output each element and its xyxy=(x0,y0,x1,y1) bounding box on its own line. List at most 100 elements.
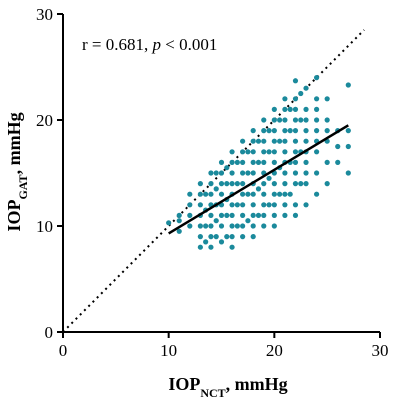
point xyxy=(240,212,246,218)
point xyxy=(277,117,283,123)
point xyxy=(314,128,320,134)
point xyxy=(314,170,320,176)
point xyxy=(187,202,193,208)
x-tick-label: 30 xyxy=(372,341,389,360)
point xyxy=(261,128,267,134)
point xyxy=(197,223,203,229)
point xyxy=(197,244,203,250)
point xyxy=(314,117,320,123)
point xyxy=(261,202,267,208)
point xyxy=(187,191,193,197)
point xyxy=(303,128,309,134)
point xyxy=(266,202,272,208)
point xyxy=(203,223,209,229)
point xyxy=(303,117,309,123)
point xyxy=(218,170,225,176)
point xyxy=(245,218,251,224)
point xyxy=(240,170,246,176)
point xyxy=(261,149,267,155)
point xyxy=(234,223,240,229)
point xyxy=(187,223,193,229)
point xyxy=(240,223,246,229)
x-tick-label: 0 xyxy=(59,341,68,360)
point xyxy=(176,212,182,218)
y-tick-label: 30 xyxy=(36,5,53,24)
point xyxy=(176,228,182,234)
point xyxy=(292,181,299,187)
point xyxy=(271,159,277,165)
point xyxy=(261,191,267,197)
x-tick-label: 10 xyxy=(160,341,177,360)
point xyxy=(292,170,299,176)
point xyxy=(229,159,235,165)
annotation: r = 0.681, p < 0.001 xyxy=(82,35,217,54)
point xyxy=(245,170,251,176)
point xyxy=(187,212,193,218)
point xyxy=(271,149,277,155)
regression-line xyxy=(168,124,349,235)
point xyxy=(303,85,309,91)
point xyxy=(240,181,246,187)
point xyxy=(282,212,288,218)
x-tick-label: 20 xyxy=(266,341,283,360)
point xyxy=(282,202,288,208)
point xyxy=(218,223,225,229)
point xyxy=(255,159,262,165)
y-tick-label: 10 xyxy=(36,217,53,236)
point xyxy=(292,96,299,102)
point xyxy=(250,223,256,229)
point xyxy=(250,149,256,155)
point xyxy=(292,159,299,165)
point xyxy=(255,186,262,192)
point xyxy=(166,220,172,226)
point xyxy=(213,186,219,192)
y-tick-label: 20 xyxy=(36,111,53,130)
point xyxy=(303,202,309,208)
point xyxy=(324,181,330,187)
point xyxy=(218,212,225,218)
point xyxy=(287,106,293,112)
point xyxy=(314,75,320,81)
point xyxy=(298,90,304,97)
y-tick-label: 0 xyxy=(45,323,54,342)
point xyxy=(208,234,214,240)
label-text: NCT xyxy=(200,386,225,400)
point xyxy=(271,138,277,144)
point xyxy=(266,128,272,134)
point xyxy=(229,202,235,208)
point xyxy=(245,149,251,155)
point xyxy=(314,149,320,155)
point xyxy=(240,202,246,208)
point xyxy=(271,181,277,187)
label-text: GAT xyxy=(16,174,30,199)
point xyxy=(229,212,235,218)
point xyxy=(240,138,246,144)
point xyxy=(345,170,351,176)
point xyxy=(298,117,304,123)
point xyxy=(292,128,299,134)
point xyxy=(282,138,288,144)
point xyxy=(255,212,262,218)
point xyxy=(282,128,288,134)
point xyxy=(277,138,283,144)
point xyxy=(282,170,288,176)
point xyxy=(245,191,251,197)
point xyxy=(250,138,256,144)
point xyxy=(261,212,267,218)
point xyxy=(197,181,203,187)
point xyxy=(324,159,330,165)
point xyxy=(282,96,288,102)
point xyxy=(229,149,235,155)
point xyxy=(324,96,330,102)
point xyxy=(203,191,209,197)
point xyxy=(250,234,256,240)
point xyxy=(292,78,299,84)
point xyxy=(218,239,225,245)
point xyxy=(240,191,246,197)
x-axis-label: IOPNCT, mmHg xyxy=(168,374,287,400)
point xyxy=(250,191,256,197)
point xyxy=(208,181,214,187)
label-text: , mmHg xyxy=(226,374,288,394)
point xyxy=(197,234,203,240)
point xyxy=(240,149,246,155)
